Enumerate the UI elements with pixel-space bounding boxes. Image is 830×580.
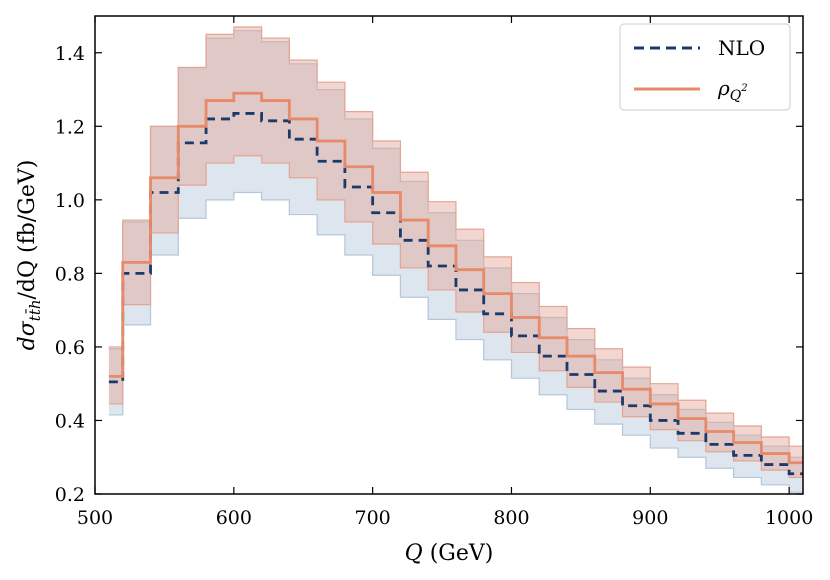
x-tick-label: 600 (216, 507, 252, 529)
band-edge (108, 26, 803, 447)
y-tick-label: 1.0 (55, 190, 85, 212)
band-bin (650, 383, 679, 430)
x-axis-title: Q (GeV) (405, 541, 494, 566)
y-tick-label: 0.6 (55, 337, 85, 359)
x-tick-label: 700 (355, 507, 391, 529)
band-bin (150, 126, 179, 233)
band-bin (789, 457, 803, 493)
legend: NLO ρQ2 (619, 23, 791, 111)
series-line-rho (108, 91, 803, 465)
legend-nlo-label: NLO (718, 36, 765, 60)
band-bin (567, 328, 595, 388)
y-tick-label: 0.2 (55, 484, 85, 506)
y-axis-title: dσtt̄h/dQ (fb/GeV) (15, 160, 44, 351)
legend-rho-label: ρQ2 (717, 76, 748, 104)
plot-frame (94, 15, 804, 495)
band-bin (206, 34, 234, 164)
series-line-nlo (108, 112, 803, 476)
band-edge (108, 155, 803, 479)
y-tick-label: 1.4 (55, 43, 85, 65)
y-tick-label: 0.4 (55, 410, 85, 432)
x-tick-label: 500 (77, 507, 113, 529)
y-tick-label: 0.8 (55, 263, 85, 285)
band-bin (622, 367, 651, 417)
central-lines (108, 91, 803, 476)
y-tick-label: 1.2 (55, 116, 85, 138)
x-tick-label: 800 (493, 507, 529, 529)
axis-ticks: 500 600 700 800 900 1000 0.2 0.4 0.6 0.8 1.0 1.2 1.4 (55, 16, 813, 529)
band-bin (594, 348, 623, 403)
band-edge (108, 191, 803, 493)
x-tick-label: 900 (632, 507, 668, 529)
band-bin (233, 30, 262, 193)
band-bin (233, 27, 262, 156)
x-tick-label: 1000 (765, 507, 813, 529)
band-bin (150, 126, 179, 255)
